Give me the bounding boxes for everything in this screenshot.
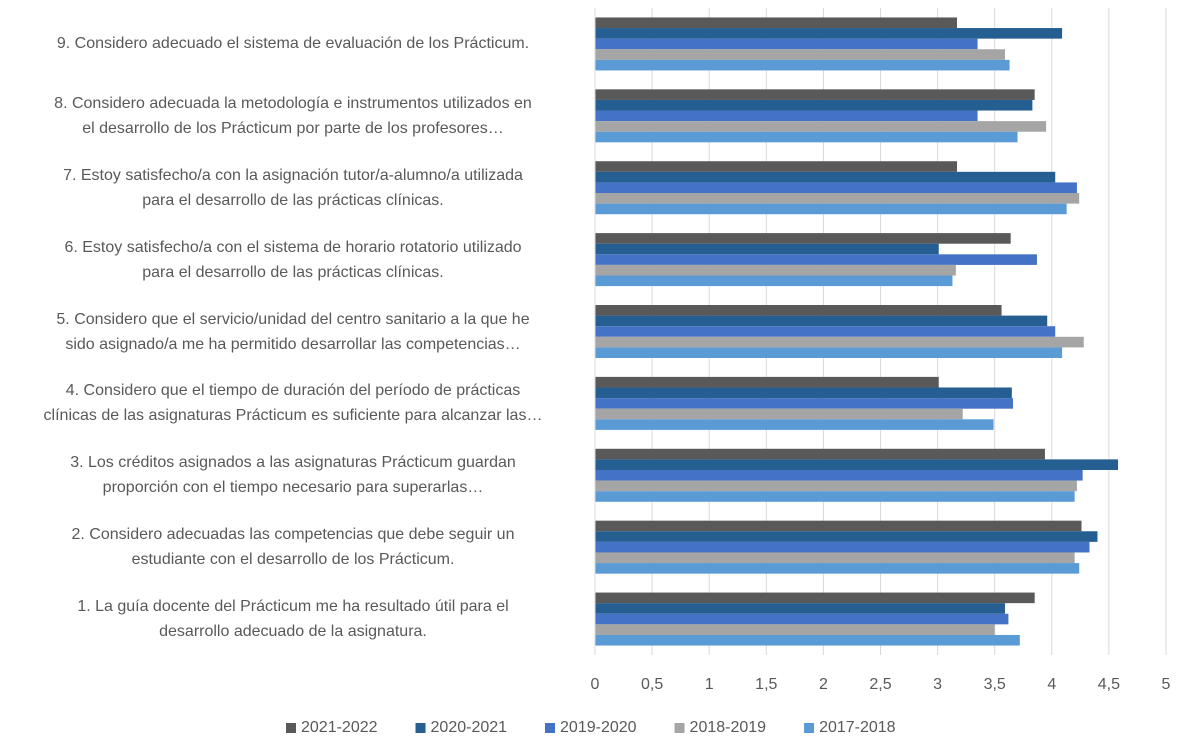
y-tick-label: 3. Los créditos asignados a las asignatu… <box>70 454 516 497</box>
bar <box>595 326 1056 337</box>
x-tick-label: 4,5 <box>1098 676 1120 693</box>
legend-swatch <box>545 723 556 733</box>
bar <box>595 419 994 430</box>
bar <box>595 408 963 420</box>
bar <box>595 398 1013 409</box>
bar <box>595 99 1033 111</box>
bar <box>595 491 1075 502</box>
bar <box>595 376 939 388</box>
bar <box>595 613 1009 625</box>
bar <box>595 131 1018 143</box>
bar <box>595 336 1084 348</box>
legend-swatch <box>674 723 685 733</box>
bar <box>595 203 1067 215</box>
bar <box>595 480 1077 492</box>
y-tick-label: 7. Estoy satisfecho/a con la asignación … <box>63 166 523 209</box>
x-tick-label: 2,5 <box>869 676 891 693</box>
legend-swatch <box>415 723 426 733</box>
bar <box>595 448 1045 460</box>
bar <box>595 531 1098 542</box>
bar <box>595 469 1083 481</box>
y-tick-label: 5. Considero que el servicio/unidad del … <box>56 310 530 353</box>
y-tick-label: 9. Considero adecuado el sistema de eval… <box>56 35 530 53</box>
bar <box>595 347 1063 358</box>
bar <box>595 541 1090 553</box>
x-tick-label: 0,5 <box>641 676 663 693</box>
legend-label: 2019-2020 <box>560 719 637 736</box>
bar <box>595 28 1063 39</box>
legend-swatch <box>286 723 296 733</box>
y-tick-label: 4. Considero que el tiempo de duración d… <box>43 382 543 425</box>
x-tick-label: 0 <box>591 676 600 693</box>
legend-label: 2020-2021 <box>431 719 508 736</box>
bar <box>595 254 1037 265</box>
bar <box>595 459 1119 470</box>
x-tick-label: 5 <box>1162 676 1171 693</box>
bar <box>595 520 1082 532</box>
bar <box>595 171 1056 183</box>
x-tick-label: 3,5 <box>984 676 1006 693</box>
legend-label: 2018-2019 <box>690 719 767 736</box>
bar <box>595 161 958 172</box>
legend-swatch <box>804 723 815 733</box>
bar <box>595 305 1002 316</box>
x-tick-label: 3 <box>933 676 942 693</box>
legend-label: 2021-2022 <box>301 719 378 736</box>
bar <box>595 89 1035 100</box>
bar <box>595 59 1010 71</box>
x-tick-label: 4 <box>1047 676 1056 693</box>
bar <box>595 592 1035 604</box>
bar <box>595 264 956 276</box>
bar <box>595 603 1005 614</box>
x-tick-label: 2 <box>819 676 828 693</box>
bar <box>595 49 1005 60</box>
bar <box>595 233 1011 244</box>
bar <box>595 634 1020 646</box>
bar <box>595 624 995 635</box>
bar <box>595 110 978 122</box>
bar <box>595 315 1048 327</box>
bar <box>595 17 958 29</box>
bar <box>595 387 1012 399</box>
y-tick-label: 6. Estoy satisfecho/a con el sistema de … <box>64 238 522 281</box>
y-tick-label: 1. La guía docente del Prácticum me ha r… <box>77 598 509 641</box>
bar <box>595 563 1080 574</box>
bar <box>595 243 939 255</box>
y-tick-label: 2. Considero adecuadas las competencias … <box>71 526 515 569</box>
bar <box>595 121 1047 132</box>
bar <box>595 38 978 50</box>
bar <box>595 552 1075 564</box>
bar <box>595 193 1080 204</box>
x-tick-label: 1,5 <box>755 676 777 693</box>
bar <box>595 182 1077 194</box>
y-tick-label: 8. Considero adecuada la metodología e i… <box>54 94 532 137</box>
x-tick-label: 1 <box>705 676 714 693</box>
bar <box>595 275 953 287</box>
legend-label: 2017-2018 <box>819 719 896 736</box>
